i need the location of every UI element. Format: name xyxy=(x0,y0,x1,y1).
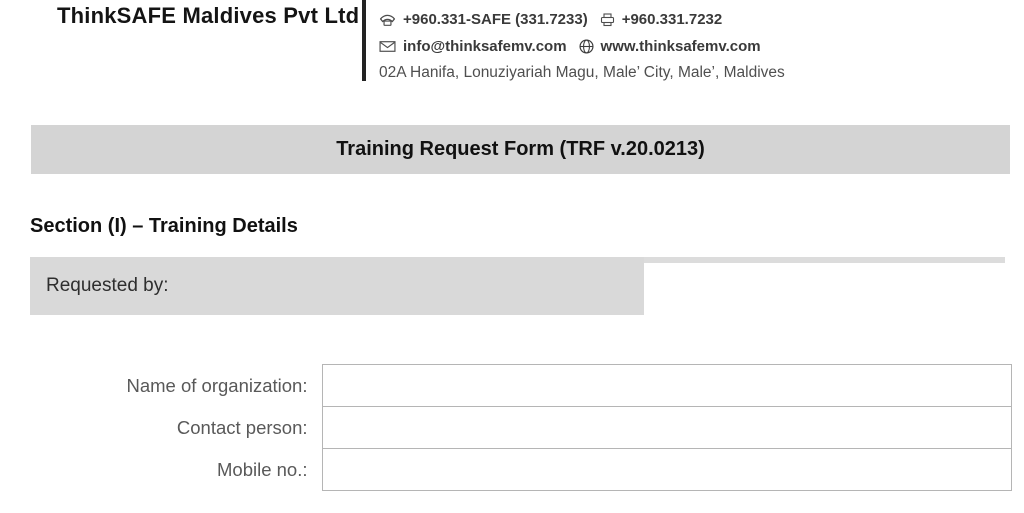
training-details-table: Name of organization: Contact person: Mo… xyxy=(30,364,1012,491)
organization-label: Name of organization: xyxy=(126,374,308,396)
contact-person-input[interactable] xyxy=(322,407,1011,448)
website-url: www.thinksafemv.com xyxy=(600,38,761,55)
globe-icon xyxy=(579,39,594,54)
requested-by-input-area[interactable] xyxy=(644,263,1005,315)
requested-by-label: Requested by: xyxy=(46,275,169,296)
email-address: info@thinksafemv.com xyxy=(403,38,567,55)
street-address: 02A Hanifa, Lonuziyariah Magu, Male’ Cit… xyxy=(379,63,785,81)
section-heading: Section (I) – Training Details xyxy=(30,215,298,237)
mobile-no-input[interactable] xyxy=(322,449,1011,490)
organization-input[interactable] xyxy=(322,365,1011,406)
form-title: Training Request Form (TRF v.20.0213) xyxy=(336,138,705,160)
phone-number: +960.331-SAFE (331.7233) xyxy=(403,11,588,28)
requested-by-header: Requested by: xyxy=(30,257,644,315)
form-title-bar: Training Request Form (TRF v.20.0213) xyxy=(31,125,1010,174)
contact-block: +960.331-SAFE (331.7233) +960.331.7232 i… xyxy=(379,6,785,85)
envelope-icon xyxy=(379,40,396,53)
phone-icon xyxy=(379,13,396,27)
requested-by-input[interactable] xyxy=(644,263,1005,315)
table-row: Name of organization: xyxy=(30,364,1012,407)
email-web-line: info@thinksafemv.com www.thinksafemv.com xyxy=(379,33,785,60)
fax-icon xyxy=(600,12,615,27)
requested-by-row-top-border xyxy=(644,257,1005,263)
letterhead-divider xyxy=(362,0,366,81)
mobile-no-label: Mobile no.: xyxy=(217,458,308,480)
contact-person-label: Contact person: xyxy=(176,416,308,438)
company-name: ThinkSAFE Maldives Pvt Ltd xyxy=(57,3,360,28)
fax-number: +960.331.7232 xyxy=(621,11,723,28)
contact-person-field-cell[interactable] xyxy=(321,406,1012,449)
table-row: Contact person: xyxy=(30,406,1012,449)
phone-fax-line: +960.331-SAFE (331.7233) +960.331.7232 xyxy=(379,6,785,33)
mobile-no-field-cell[interactable] xyxy=(321,448,1012,491)
organization-field-cell[interactable] xyxy=(321,364,1012,407)
table-row: Mobile no.: xyxy=(30,448,1012,491)
